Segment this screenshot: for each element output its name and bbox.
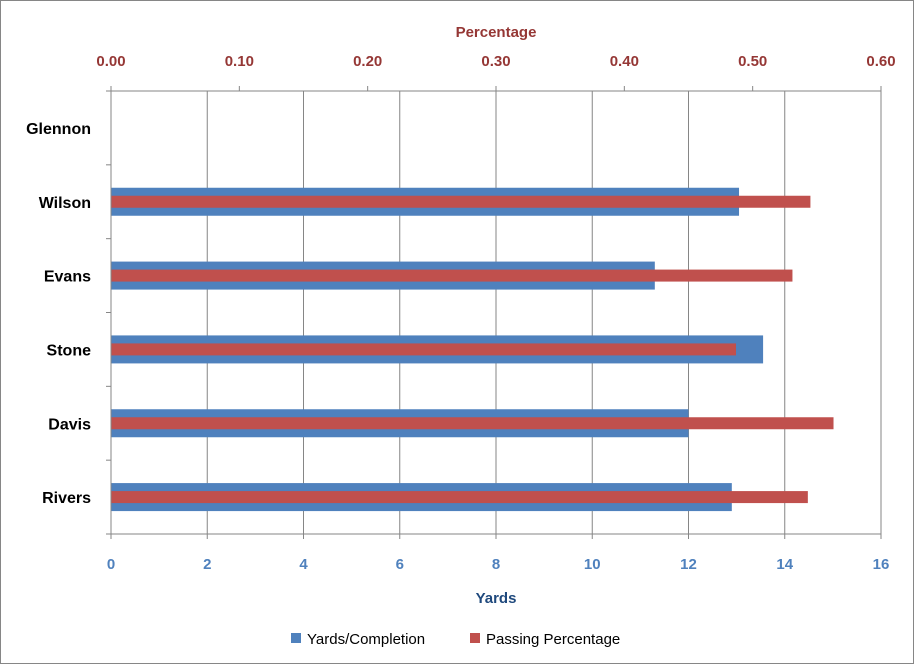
top-tick-label-0-60: 0.60: [866, 53, 895, 70]
top-tick-label-0-50: 0.50: [738, 53, 767, 70]
category-label-glennon: Glennon: [26, 121, 91, 138]
bottom-tick-label-12: 12: [680, 556, 697, 573]
top-axis-title: Percentage: [456, 24, 537, 41]
bottom-tick-label-4: 4: [299, 556, 308, 573]
category-label-davis: Davis: [48, 416, 91, 433]
legend-swatch-yards-completion: [291, 633, 301, 643]
bottom-tick-label-0: 0: [107, 556, 115, 573]
legend-label-yards-completion: Yards/Completion: [307, 631, 425, 648]
bottom-tick-label-2: 2: [203, 556, 211, 573]
category-label-wilson: Wilson: [39, 195, 91, 212]
bottom-axis-title: Yards: [476, 590, 517, 607]
bar-passing-percentage-rivers: [111, 491, 808, 504]
top-tick-label-0-00: 0.00: [96, 53, 125, 70]
bottom-tick-label-14: 14: [776, 556, 793, 573]
legend-label-passing-percentage: Passing Percentage: [486, 631, 620, 648]
legend-swatch-passing-percentage: [470, 633, 480, 643]
category-label-rivers: Rivers: [42, 490, 91, 507]
gridlines: [206, 91, 882, 534]
bars: [111, 187, 834, 512]
category-label-evans: Evans: [44, 269, 91, 286]
bar-passing-percentage-evans: [111, 269, 793, 282]
top-tick-label-0-10: 0.10: [225, 53, 254, 70]
bar-passing-percentage-davis: [111, 417, 834, 430]
bottom-tick-label-16: 16: [873, 556, 890, 573]
axes: 0 2 4 6 8 10 12 14 16 0.00 0.10 0.20 0.30 0.40 0.50 0.6…: [26, 53, 895, 573]
top-tick-label-0-40: 0.40: [610, 53, 639, 70]
bottom-tick-label-6: 6: [396, 556, 404, 573]
bar-passing-percentage-wilson: [111, 195, 811, 208]
top-tick-label-0-30: 0.30: [481, 53, 510, 70]
bottom-tick-label-10: 10: [584, 556, 601, 573]
legend: Yards/Completion Passing Percentage: [291, 631, 620, 648]
bar-passing-percentage-stone: [111, 343, 736, 356]
top-tick-label-0-20: 0.20: [353, 53, 382, 70]
category-label-stone: Stone: [47, 342, 92, 359]
bottom-tick-label-8: 8: [492, 556, 500, 573]
